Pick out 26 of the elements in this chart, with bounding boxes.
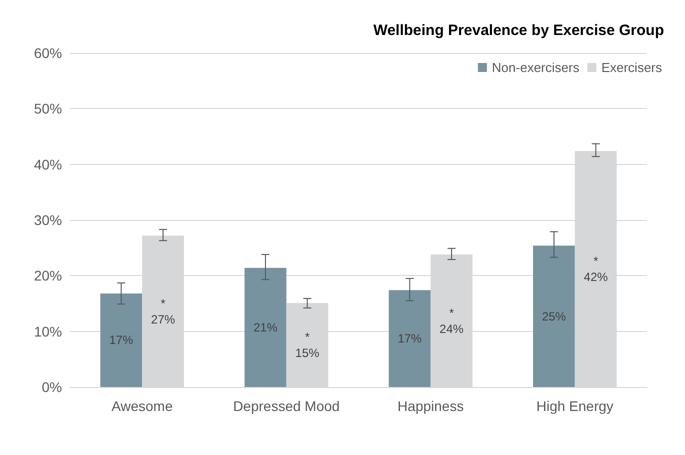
- y-tick-label: 0%: [42, 379, 62, 395]
- data-label: * 15%: [295, 330, 320, 360]
- data-label: 17%: [398, 332, 422, 346]
- bar: [388, 290, 431, 387]
- bar: [533, 246, 575, 387]
- y-tick-label: 40%: [34, 156, 62, 172]
- x-tick-label: Awesome: [112, 398, 173, 414]
- x-tick-label: High Energy: [536, 398, 614, 414]
- x-tick-label: Happiness: [398, 398, 464, 414]
- bar: [244, 268, 286, 387]
- x-tick-label: Depressed Mood: [233, 398, 340, 414]
- y-tick-label: 30%: [34, 212, 62, 228]
- y-tick-label: 50%: [34, 100, 62, 117]
- bar: [100, 293, 142, 387]
- y-tick-label: 20%: [34, 268, 62, 284]
- data-label: * 42%: [584, 254, 608, 284]
- data-label: 25%: [542, 309, 566, 324]
- y-tick-label: 10%: [34, 323, 62, 340]
- data-label: 21%: [253, 320, 278, 334]
- data-label: * 27%: [151, 296, 176, 326]
- y-tick-label: 60%: [34, 45, 62, 61]
- chart-title: Wellbeing Prevalence by Exercise Group: [373, 22, 664, 39]
- data-label: 17%: [109, 333, 134, 348]
- legend-label: Non-exercisers: [492, 60, 580, 75]
- legend-label: Exercisers: [601, 60, 662, 75]
- data-label: * 24%: [440, 306, 464, 336]
